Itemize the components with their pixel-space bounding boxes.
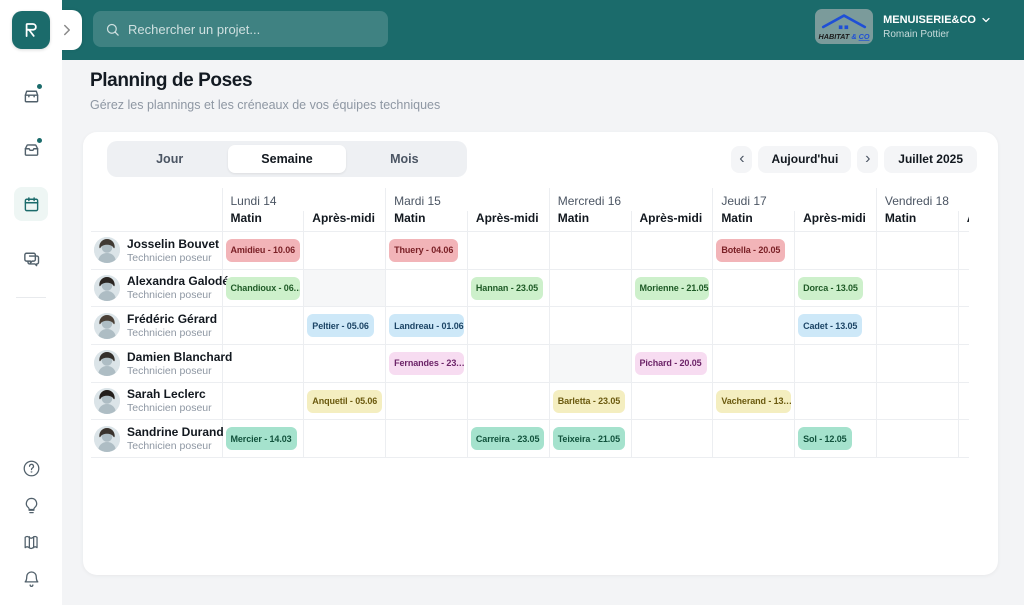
svg-text:HABITAT & CO: HABITAT & CO (819, 31, 870, 40)
